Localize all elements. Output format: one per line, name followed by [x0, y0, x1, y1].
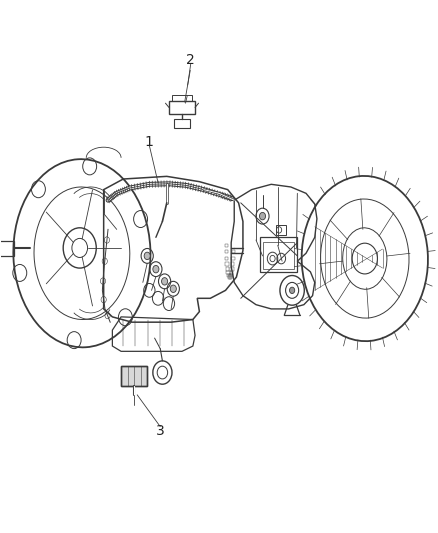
Bar	[229, 274, 233, 277]
Bar	[0, 241, 14, 256]
Bar	[226, 271, 230, 274]
Circle shape	[153, 265, 159, 273]
Circle shape	[162, 278, 168, 285]
Bar	[121, 366, 147, 386]
Bar	[276, 225, 286, 235]
Bar	[232, 251, 235, 254]
Circle shape	[144, 252, 150, 260]
Bar	[229, 276, 232, 279]
Circle shape	[290, 287, 295, 294]
Bar	[174, 119, 190, 127]
Bar	[228, 276, 231, 279]
Bar	[225, 251, 228, 254]
Bar	[231, 262, 234, 265]
Bar	[225, 244, 228, 247]
Bar	[169, 101, 195, 114]
Bar	[226, 268, 229, 271]
Bar	[262, 241, 294, 269]
Text: 2: 2	[186, 53, 195, 67]
Circle shape	[259, 213, 265, 220]
Bar	[230, 271, 233, 274]
Text: 1: 1	[145, 135, 154, 149]
Bar	[225, 262, 229, 265]
Circle shape	[170, 285, 177, 293]
Text: 3: 3	[156, 424, 165, 438]
Bar	[121, 366, 147, 386]
Bar	[230, 268, 234, 271]
Bar	[225, 257, 229, 260]
Bar	[227, 274, 230, 277]
Bar	[231, 257, 235, 260]
Bar	[173, 95, 191, 101]
Bar	[260, 237, 297, 272]
